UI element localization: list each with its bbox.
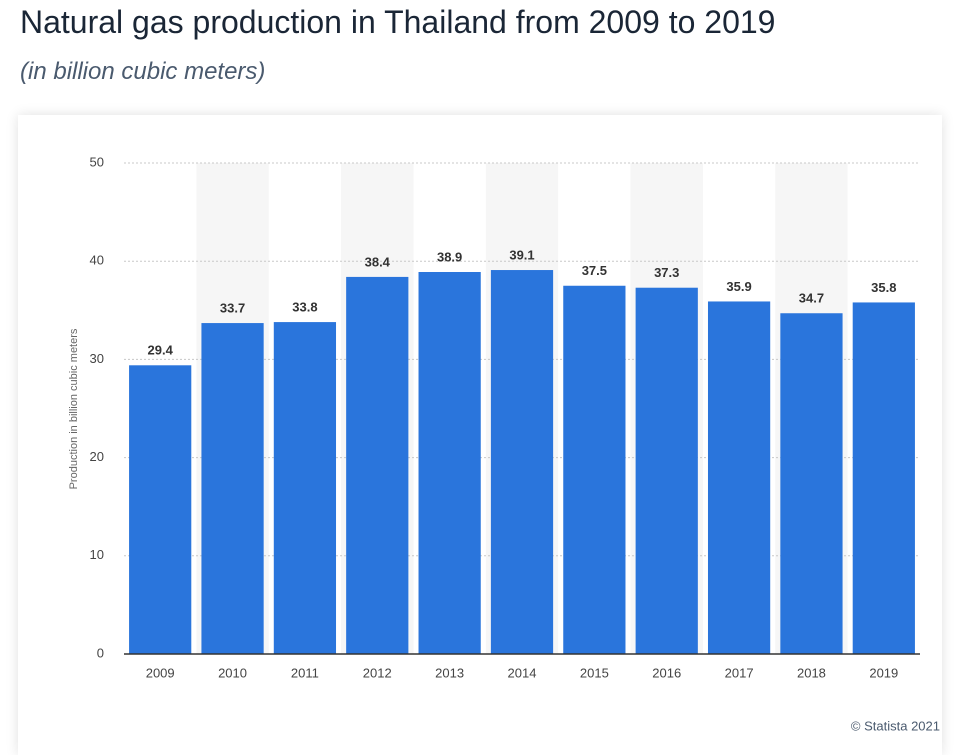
data-label: 29.4 [148,343,174,358]
bar [490,270,554,654]
x-tick-label: 2014 [508,665,537,680]
bar [635,287,698,654]
data-label: 37.5 [582,263,607,278]
data-label: 38.4 [365,254,391,269]
y-tick-label: 50 [90,154,104,169]
x-tick-label: 2009 [146,665,175,680]
x-tick-label: 2018 [797,665,826,680]
x-tick-label: 2017 [725,665,754,680]
data-label: 35.8 [871,280,896,295]
x-tick-label: 2011 [291,665,319,680]
bar [201,323,264,654]
x-tick-label: 2012 [363,665,392,680]
bar [852,302,915,654]
y-tick-label: 10 [90,547,104,562]
bar [273,322,337,654]
data-label: 38.9 [437,249,462,264]
data-label: 39.1 [509,247,534,262]
bar [707,301,771,654]
y-tick-label: 30 [90,351,104,366]
y-axis-label: Production in billion cubic meters [68,328,80,489]
data-label: 33.7 [220,301,245,316]
credit: © Statista 2021 [851,718,940,733]
bar [563,285,626,654]
x-tick-label: 2019 [869,665,898,680]
data-label: 33.8 [292,300,317,315]
bar [129,365,192,654]
chart-title: Natural gas production in Thailand from … [20,4,776,40]
chart-subtitle: (in billion cubic meters) [20,58,266,85]
bar [346,276,409,654]
y-tick-label: 20 [90,449,104,464]
y-tick-label: 40 [90,253,104,268]
bar [418,272,481,654]
x-tick-label: 2010 [218,665,247,680]
x-tick-label: 2015 [580,665,609,680]
x-tick-label: 2013 [435,665,464,680]
data-label: 35.9 [726,279,751,294]
y-tick-label: 0 [97,645,104,660]
data-label: 37.3 [654,265,679,280]
bar [780,313,843,654]
data-label: 34.7 [799,291,824,306]
x-tick-label: 2016 [652,665,681,680]
